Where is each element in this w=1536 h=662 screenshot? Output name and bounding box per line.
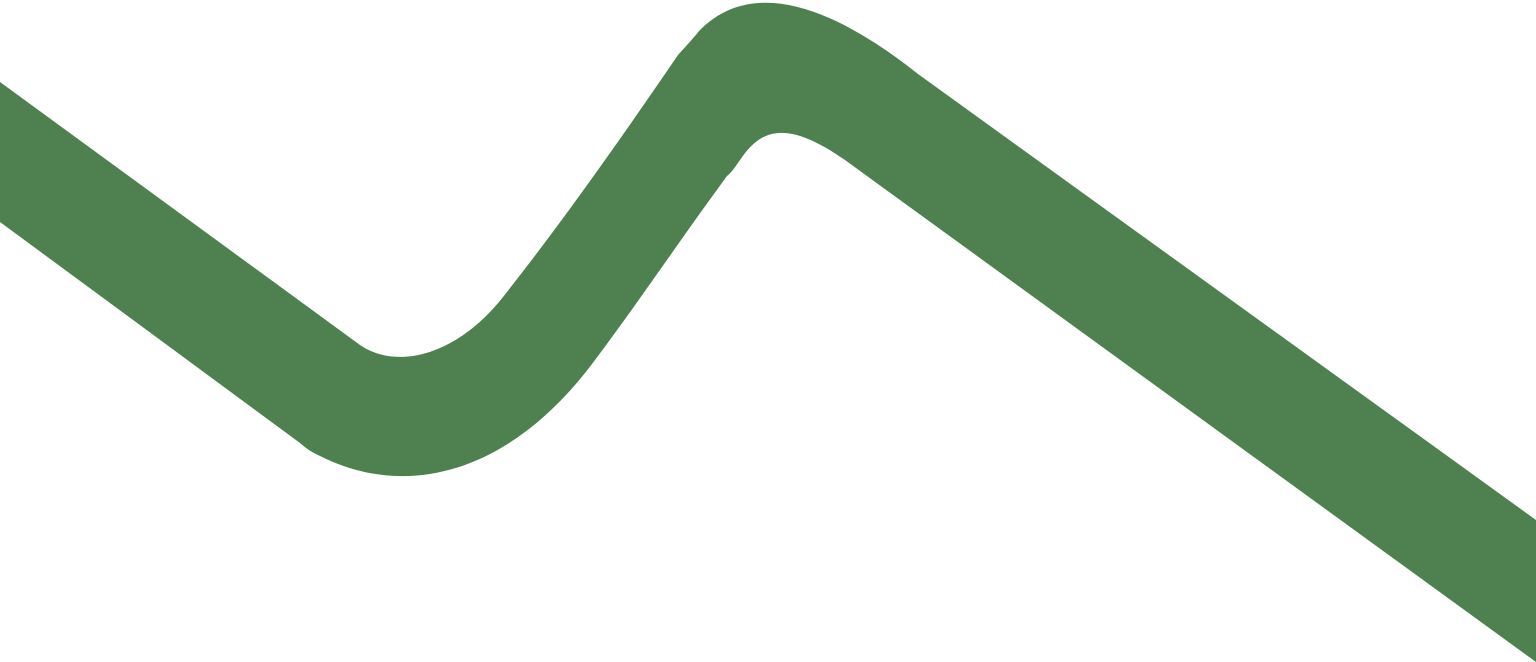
green-zigzag-ribbon <box>0 3 1536 662</box>
